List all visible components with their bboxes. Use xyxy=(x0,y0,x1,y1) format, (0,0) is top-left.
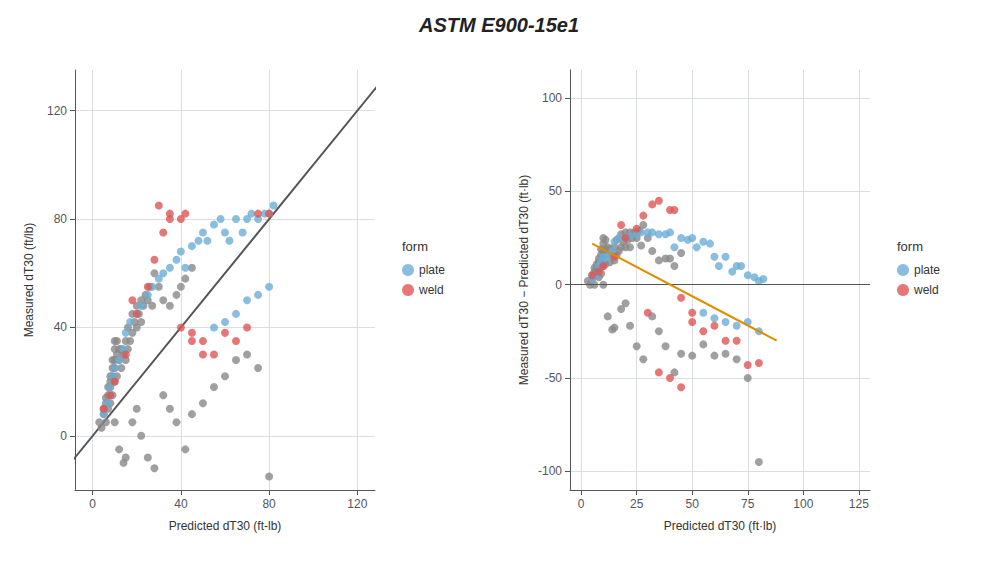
svg-text:40: 40 xyxy=(174,497,188,511)
svg-text:0: 0 xyxy=(578,497,585,511)
svg-text:75: 75 xyxy=(741,497,755,511)
svg-text:0: 0 xyxy=(555,278,562,292)
svg-text:Measured dT30 − Predicted dT30: Measured dT30 − Predicted dT30 (ft·lb) xyxy=(517,175,531,385)
svg-text:plate: plate xyxy=(419,263,445,277)
svg-text:50: 50 xyxy=(549,184,563,198)
svg-text:-50: -50 xyxy=(545,371,563,385)
svg-text:125: 125 xyxy=(849,497,869,511)
svg-text:weld: weld xyxy=(913,283,939,297)
svg-text:0: 0 xyxy=(60,429,67,443)
svg-text:form: form xyxy=(402,239,428,254)
svg-text:80: 80 xyxy=(54,212,68,226)
svg-text:100: 100 xyxy=(542,91,562,105)
svg-text:25: 25 xyxy=(630,497,644,511)
svg-text:-100: -100 xyxy=(538,464,562,478)
svg-text:50: 50 xyxy=(686,497,700,511)
svg-text:120: 120 xyxy=(47,104,67,118)
svg-text:100: 100 xyxy=(793,497,813,511)
svg-text:form: form xyxy=(897,239,923,254)
svg-text:ASTM E900-15e1: ASTM E900-15e1 xyxy=(418,14,579,36)
svg-text:Predicted dT30 (ft·lb): Predicted dT30 (ft·lb) xyxy=(664,519,777,533)
svg-text:40: 40 xyxy=(54,320,68,334)
svg-text:Measured dT30 (ft/lb): Measured dT30 (ft/lb) xyxy=(22,223,36,338)
svg-text:0: 0 xyxy=(89,497,96,511)
svg-text:80: 80 xyxy=(262,497,276,511)
svg-text:weld: weld xyxy=(418,283,444,297)
svg-text:plate: plate xyxy=(914,263,940,277)
svg-text:120: 120 xyxy=(347,497,367,511)
svg-text:Predicted dT30 (ft-lb): Predicted dT30 (ft-lb) xyxy=(169,519,282,533)
